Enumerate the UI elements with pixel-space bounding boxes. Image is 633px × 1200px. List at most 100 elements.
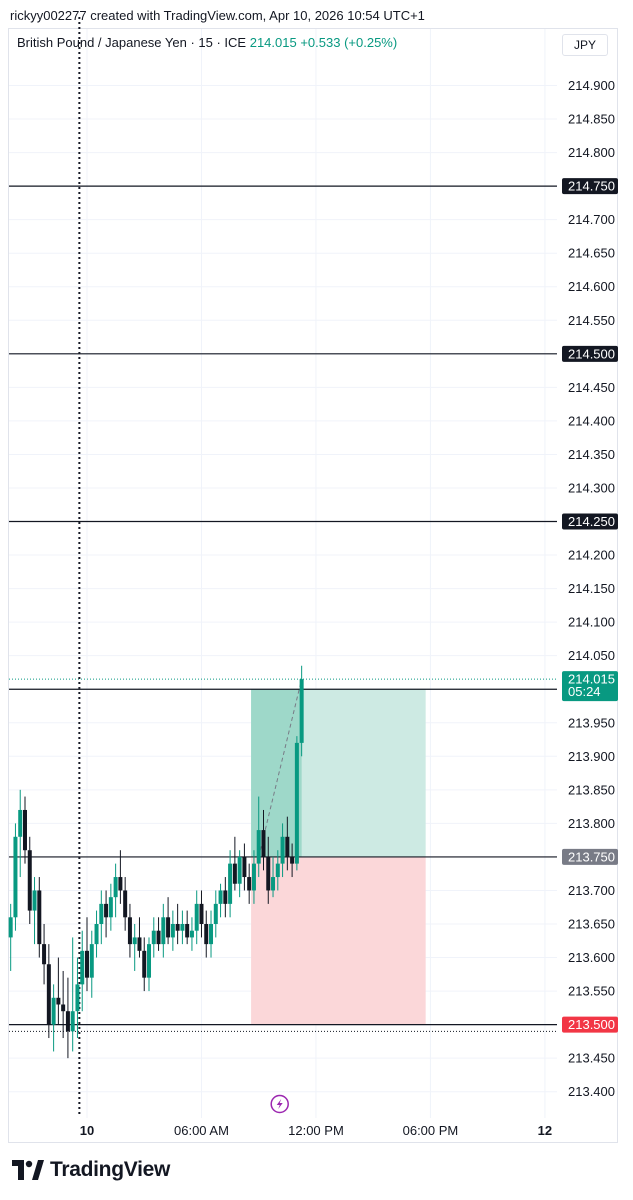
candle-body[interactable] bbox=[180, 924, 185, 931]
candle-body[interactable] bbox=[209, 924, 214, 945]
candle-body[interactable] bbox=[251, 863, 256, 891]
candle-body[interactable] bbox=[166, 917, 171, 938]
candle-body[interactable] bbox=[94, 924, 99, 945]
tradingview-logo: TradingView bbox=[12, 1158, 170, 1182]
price-tick-label: 213.700 bbox=[568, 883, 615, 898]
candle-body[interactable] bbox=[151, 930, 156, 945]
candle-body[interactable] bbox=[218, 890, 223, 904]
candle-body[interactable] bbox=[65, 1011, 70, 1032]
candle-body[interactable] bbox=[113, 877, 118, 898]
candle-body[interactable] bbox=[199, 903, 204, 924]
legend-change: +0.533 (+0.25%) bbox=[300, 35, 398, 50]
candle-body[interactable] bbox=[104, 903, 109, 918]
candle-body[interactable] bbox=[228, 863, 233, 904]
candle-body[interactable] bbox=[232, 863, 237, 884]
position-loss-zone[interactable] bbox=[251, 856, 426, 1025]
candle-body[interactable] bbox=[80, 950, 85, 985]
candle-body[interactable] bbox=[85, 950, 89, 978]
candle-body[interactable] bbox=[142, 950, 147, 978]
legend-last-price: 214.015 bbox=[249, 35, 297, 50]
candle-body[interactable] bbox=[294, 742, 299, 864]
candle-body[interactable] bbox=[290, 856, 295, 864]
line-price-label-bg bbox=[562, 345, 618, 362]
candle-body[interactable] bbox=[118, 877, 123, 891]
candle-body[interactable] bbox=[261, 830, 266, 857]
time-tick-label: 06:00 AM bbox=[174, 1123, 229, 1138]
price-tick-label: 214.100 bbox=[568, 615, 615, 630]
price-tick-label: 213.650 bbox=[568, 917, 615, 932]
price-tick-label: 214.900 bbox=[568, 78, 615, 93]
price-tick-label: 214.700 bbox=[568, 212, 615, 227]
price-tick-label: 214.550 bbox=[568, 313, 615, 328]
symbol-description[interactable]: British Pound / Japanese Yen · 15 · ICE bbox=[17, 35, 247, 50]
candle-body[interactable] bbox=[51, 997, 56, 1025]
candle-body[interactable] bbox=[37, 890, 42, 945]
line-price-label: 213.500 bbox=[568, 1017, 615, 1032]
candle-body[interactable] bbox=[271, 877, 276, 891]
candle-body[interactable] bbox=[8, 917, 13, 938]
candle-body[interactable] bbox=[108, 897, 113, 918]
candle-body[interactable] bbox=[147, 944, 152, 978]
candle-body[interactable] bbox=[170, 924, 175, 938]
price-tick-label: 214.450 bbox=[568, 380, 615, 395]
candle-body[interactable] bbox=[185, 924, 190, 938]
candle-body[interactable] bbox=[13, 836, 18, 918]
candle-body[interactable] bbox=[22, 809, 27, 851]
candle-body[interactable] bbox=[266, 856, 271, 891]
line-price-label: 214.250 bbox=[568, 514, 615, 529]
candle-body[interactable] bbox=[223, 890, 228, 904]
candle-body[interactable] bbox=[137, 937, 142, 951]
candle-body[interactable] bbox=[123, 890, 128, 918]
candle-body[interactable] bbox=[127, 917, 132, 945]
candle-body[interactable] bbox=[247, 877, 252, 891]
price-tick-label: 213.850 bbox=[568, 782, 615, 797]
candle-body[interactable] bbox=[70, 1011, 75, 1032]
last-price-label: 214.015 bbox=[568, 672, 615, 687]
candle-body[interactable] bbox=[175, 924, 180, 931]
chart-pane[interactable] bbox=[8, 28, 618, 1143]
position-progress-zone bbox=[251, 689, 302, 857]
candle-body[interactable] bbox=[89, 944, 94, 978]
candle-body[interactable] bbox=[256, 830, 261, 864]
candle-body[interactable] bbox=[299, 679, 304, 743]
price-tick-label: 213.950 bbox=[568, 715, 615, 730]
candle-body[interactable] bbox=[75, 984, 80, 1012]
candle-body[interactable] bbox=[237, 856, 242, 884]
candle-body[interactable] bbox=[189, 930, 194, 938]
price-tick-label: 214.200 bbox=[568, 548, 615, 563]
candle-body[interactable] bbox=[204, 924, 209, 945]
symbol-legend: British Pound / Japanese Yen · 15 · ICE … bbox=[17, 35, 397, 50]
candle-body[interactable] bbox=[242, 856, 247, 878]
price-tick-label: 213.550 bbox=[568, 984, 615, 999]
candle-body[interactable] bbox=[27, 850, 32, 911]
candle-body[interactable] bbox=[285, 836, 290, 857]
price-tick-label: 214.400 bbox=[568, 413, 615, 428]
time-tick-label: 12 bbox=[538, 1123, 552, 1138]
candle-body[interactable] bbox=[132, 937, 137, 945]
candle-body[interactable] bbox=[18, 809, 23, 837]
candle-body[interactable] bbox=[61, 1004, 66, 1012]
price-tick-label: 214.350 bbox=[568, 447, 615, 462]
price-tick-label: 214.300 bbox=[568, 480, 615, 495]
candle-body[interactable] bbox=[42, 944, 47, 965]
price-tick-label: 214.650 bbox=[568, 246, 615, 261]
candle-body[interactable] bbox=[213, 903, 218, 924]
candle-body[interactable] bbox=[194, 903, 199, 931]
candle-body[interactable] bbox=[46, 964, 51, 1025]
line-price-label: 214.500 bbox=[568, 346, 615, 361]
candle-body[interactable] bbox=[32, 890, 37, 911]
candle-body[interactable] bbox=[99, 903, 104, 924]
candle-body[interactable] bbox=[56, 997, 61, 1005]
price-tick-label: 214.850 bbox=[568, 112, 615, 127]
line-price-label-bg bbox=[562, 1016, 618, 1033]
candle-body[interactable] bbox=[161, 917, 166, 945]
position-path-line bbox=[258, 679, 303, 858]
candle-body[interactable] bbox=[156, 930, 161, 945]
time-tick-label: 06:00 PM bbox=[403, 1123, 459, 1138]
line-price-label-bg bbox=[562, 513, 618, 530]
time-tick-label: 10 bbox=[80, 1123, 94, 1138]
candle-body[interactable] bbox=[280, 836, 285, 864]
candle-body[interactable] bbox=[275, 863, 280, 878]
currency-button[interactable]: JPY bbox=[562, 34, 608, 56]
